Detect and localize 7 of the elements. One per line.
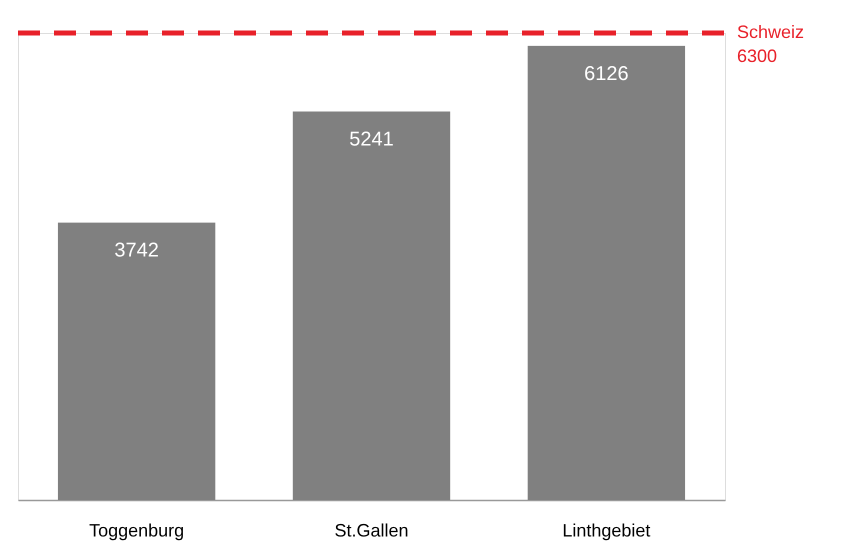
data-label: 5241	[349, 128, 394, 150]
x-tick-label: Linthgebiet	[562, 520, 650, 540]
data-label: 3742	[114, 240, 159, 262]
ref-line-label: Schweiz 6300	[737, 22, 804, 66]
x-tick-label: Toggenburg	[89, 520, 184, 540]
data-label: 6126	[584, 62, 629, 85]
x-tick-label: St.Gallen	[334, 520, 409, 540]
